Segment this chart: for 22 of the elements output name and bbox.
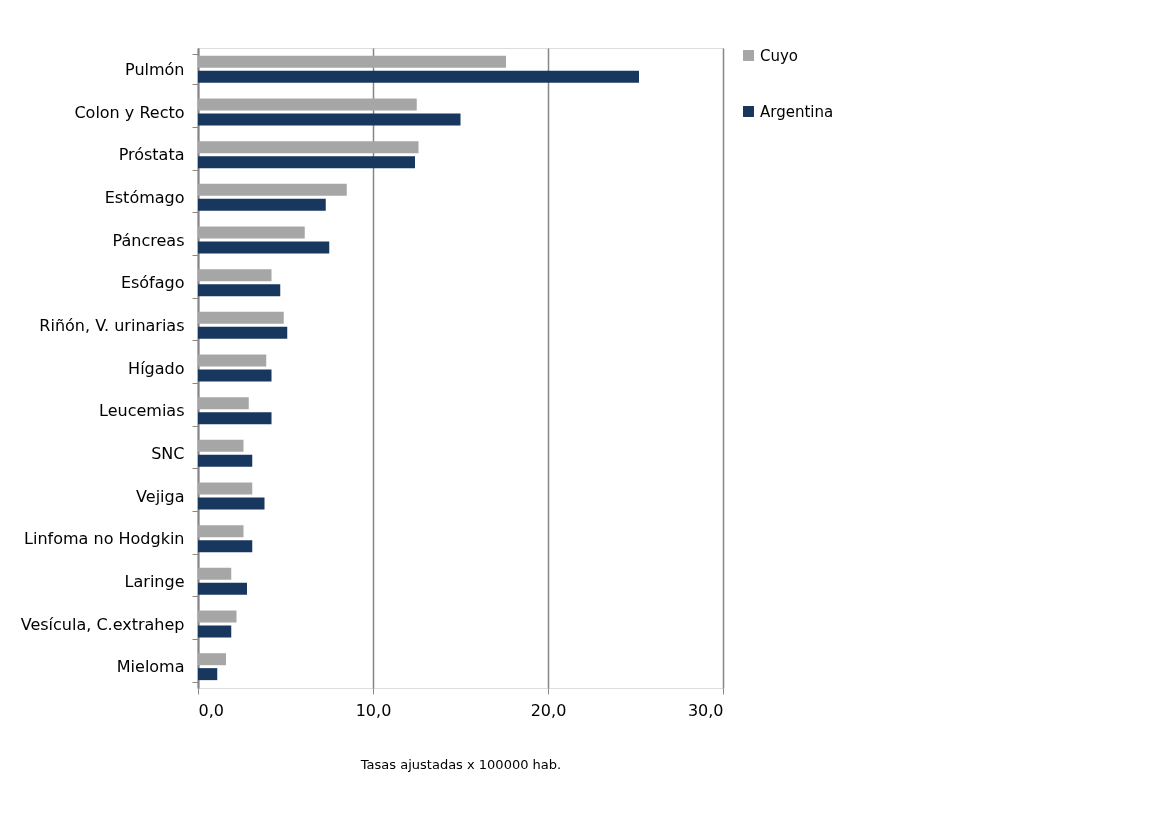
y-tick-label: Leucemias	[99, 401, 185, 421]
y-tick-label: Vesícula, C.extrahep	[20, 614, 185, 634]
y-tick-label: Mieloma	[116, 657, 185, 677]
y-tick-label: Colon y Recto	[74, 102, 185, 122]
y-tick-label: Próstata	[118, 145, 185, 165]
x-tick-label: 20,0	[530, 700, 567, 720]
x-tick-label: 30,0	[687, 700, 724, 720]
x-tick-label: 10,0	[355, 700, 392, 720]
legend-label: Cuyo	[760, 46, 799, 65]
y-tick-label: Laringe	[124, 571, 185, 591]
y-tick-label: Vejiga	[136, 486, 185, 506]
y-tick-label: Hígado	[128, 358, 185, 378]
x-axis-title: Tasas ajustadas x 100000 hab.	[359, 756, 562, 772]
y-tick-label: Páncreas	[112, 230, 185, 250]
y-tick-label: Esófago	[120, 273, 185, 293]
legend-label: Argentina	[760, 102, 834, 121]
y-tick-label: Estómago	[104, 187, 185, 207]
x-tick-label: 0,0	[198, 700, 224, 720]
y-tick-label: Riñón, V. urinarias	[39, 315, 185, 335]
y-tick-label: SNC	[151, 443, 185, 463]
y-tick-label: Linfoma no Hodgkin	[24, 529, 185, 549]
y-tick-label: Pulmón	[125, 59, 185, 79]
